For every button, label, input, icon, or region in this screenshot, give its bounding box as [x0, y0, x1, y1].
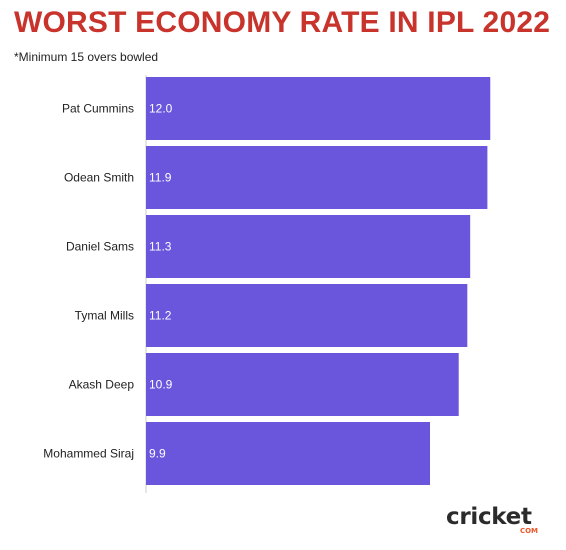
bar-1 [146, 146, 488, 209]
chart-title: WORST ECONOMY RATE IN IPL 2022 [14, 6, 551, 39]
value-label: 10.9 [149, 378, 173, 392]
category-label: Daniel Sams [66, 240, 134, 254]
logo-wordmark: cricket [446, 504, 532, 530]
value-label: 9.9 [149, 447, 166, 461]
category-label: Pat Cummins [62, 102, 134, 116]
cricket-com-logo: cricket COM [446, 504, 538, 538]
logo-suffix: COM [519, 527, 538, 535]
bar-3 [146, 284, 468, 347]
bar-5 [146, 422, 431, 485]
value-label: 11.2 [149, 309, 172, 323]
chart-subtitle: *Minimum 15 overs bowled [14, 50, 159, 64]
value-label: 11.3 [149, 240, 172, 254]
category-label: Tymal Mills [75, 309, 134, 323]
bar-4 [146, 353, 459, 416]
category-label: Odean Smith [64, 171, 134, 185]
value-label: 12.0 [149, 102, 173, 116]
bar-2 [146, 215, 471, 278]
category-label: Akash Deep [69, 378, 135, 392]
value-label: 11.9 [149, 171, 172, 185]
bar-0 [146, 77, 491, 140]
category-label: Mohammed Siraj [43, 447, 134, 461]
